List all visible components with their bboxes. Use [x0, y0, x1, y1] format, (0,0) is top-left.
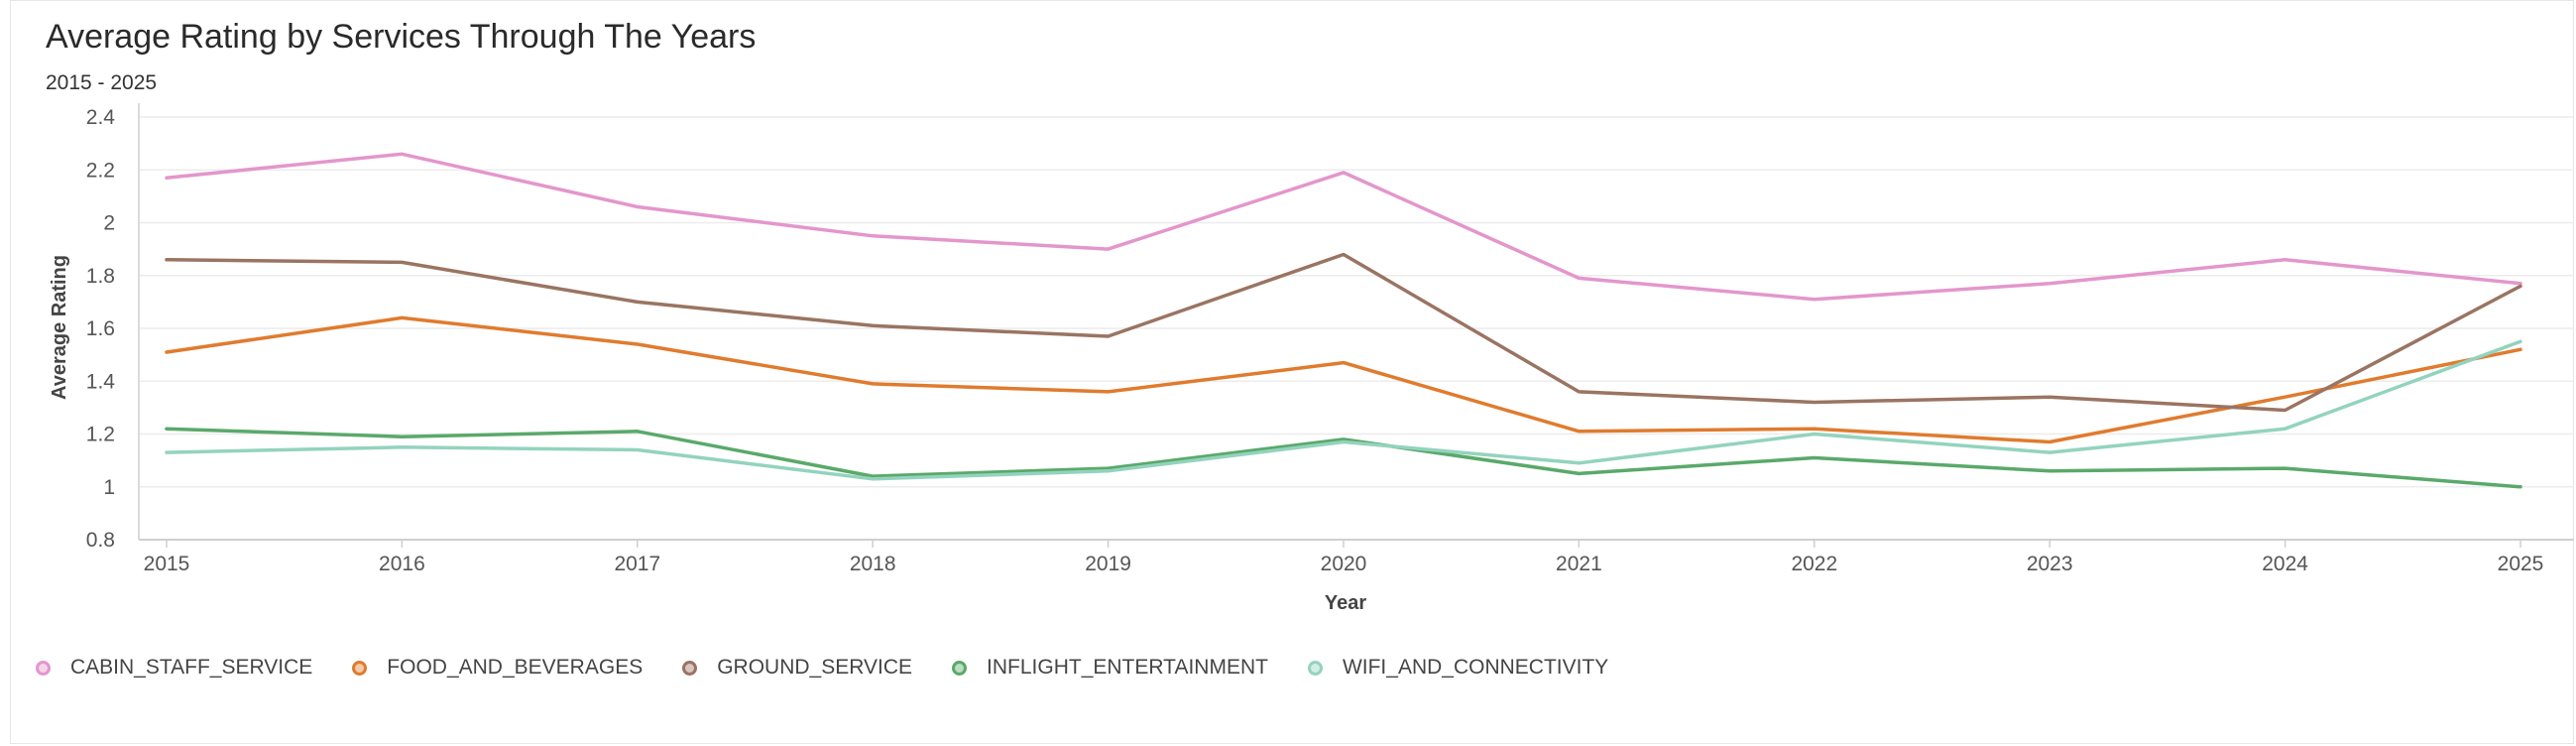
chart-title: Average Rating by Services Through The Y…: [46, 18, 757, 56]
legend-label: WIFI_AND_CONNECTIVITY: [1342, 656, 1609, 679]
series-line-cabin-staff-service[interactable]: [165, 152, 2522, 302]
legend-label: GROUND_SERVICE: [717, 656, 913, 679]
series-lines: [165, 152, 2522, 489]
chart-card: [10, 0, 2574, 744]
legend-item-ground-service[interactable]: GROUND_SERVICE: [682, 656, 912, 680]
legend-marker-icon: [1307, 660, 1323, 676]
x-tick-label: 2015: [144, 553, 190, 575]
y-tick-label: 2.4: [86, 106, 116, 129]
axes: 0.8 1 1.2 1.4 1.6 1.8 2 2.2 2.4 2015 2016 2017 2018 2…: [86, 103, 2574, 575]
series-line-ground-service[interactable]: [165, 252, 2522, 413]
legend-item-cabin-staff-service[interactable]: CABIN_STAFF_SERVICE: [36, 656, 312, 680]
x-tick-label: 2020: [1321, 553, 1367, 575]
legend-item-wifi-and-connectivity[interactable]: WIFI_AND_CONNECTIVITY: [1307, 656, 1609, 680]
y-tick-label: 1.8: [86, 265, 115, 288]
series-line-inflight-entertainment[interactable]: [165, 427, 2522, 489]
x-tick-label: 2025: [2498, 553, 2544, 575]
x-tick-label: 2021: [1556, 553, 1602, 575]
y-tick-label: 1.6: [86, 317, 115, 340]
x-tick-label: 2016: [379, 553, 425, 575]
legend-marker-icon: [952, 660, 968, 676]
legend-marker-icon: [352, 660, 368, 676]
x-tick-label: 2018: [850, 553, 896, 575]
y-tick-label: 0.8: [86, 529, 115, 552]
chart-legend: CABIN_STAFF_SERVICE FOOD_AND_BEVERAGES GRO…: [36, 651, 1648, 684]
x-tick-label: 2019: [1085, 553, 1131, 575]
legend-label: INFLIGHT_ENTERTAINMENT: [987, 656, 1268, 679]
series-line-wifi-and-connectivity[interactable]: [165, 339, 2522, 481]
line-chart: 0.8 1 1.2 1.4 1.6 1.8 2 2.2 2.4 2015 2016 2017 2018 2…: [49, 103, 2574, 614]
y-tick-label: 1.2: [86, 424, 115, 446]
y-tick-label: 1: [103, 476, 115, 499]
series-line-food-and-beverages[interactable]: [165, 315, 2522, 444]
legend-label: CABIN_STAFF_SERVICE: [70, 656, 313, 679]
chart-subtitle: 2015 - 2025: [46, 71, 158, 94]
y-tick-label: 2: [103, 212, 115, 235]
y-tick-label: 1.4: [86, 370, 116, 393]
y-axis-label: Average Rating: [49, 255, 70, 400]
x-tick-label: 2024: [2262, 553, 2308, 575]
legend-marker-icon: [682, 660, 698, 676]
y-tick-label: 2.2: [86, 159, 115, 182]
x-tick-label: 2022: [1791, 553, 1837, 575]
legend-item-food-and-beverages[interactable]: FOOD_AND_BEVERAGES: [352, 656, 643, 680]
grid-lines: [139, 116, 2574, 488]
legend-item-inflight-entertainment[interactable]: INFLIGHT_ENTERTAINMENT: [952, 656, 1268, 680]
x-tick-label: 2017: [614, 553, 660, 575]
x-axis-label: Year: [1325, 592, 1366, 614]
x-tick-label: 2023: [2027, 553, 2073, 575]
legend-marker-icon: [36, 660, 51, 676]
legend-label: FOOD_AND_BEVERAGES: [387, 656, 644, 679]
